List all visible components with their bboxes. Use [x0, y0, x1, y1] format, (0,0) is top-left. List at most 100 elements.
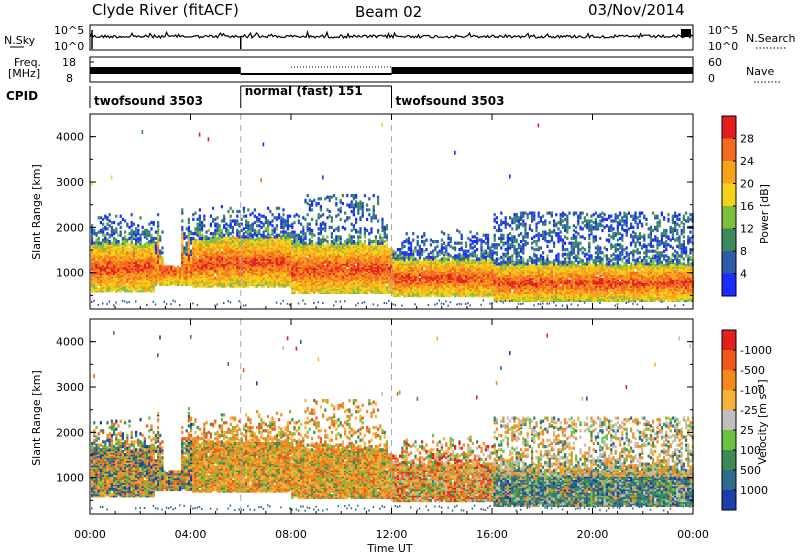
power-pixel	[240, 265, 243, 269]
power-pixel	[286, 236, 289, 241]
power-pixel	[108, 219, 111, 223]
power-pixel	[93, 230, 96, 234]
power-pixel	[346, 241, 349, 245]
power-pixel	[383, 225, 386, 229]
power-pixel	[245, 249, 248, 253]
power-pixel	[344, 254, 347, 258]
power-pixel	[286, 214, 289, 218]
power-pixel	[348, 233, 351, 237]
power-pixel	[302, 265, 305, 269]
power-pixel	[104, 238, 107, 242]
power-pixel	[121, 217, 124, 221]
power-pixel	[157, 213, 160, 217]
power-pixel	[223, 224, 226, 228]
power-pixel	[143, 248, 146, 252]
power-pixel	[187, 238, 190, 242]
power-pixel	[205, 241, 208, 245]
power-pixel	[352, 206, 355, 210]
power-pixel	[383, 240, 386, 244]
power-pixel	[324, 197, 327, 201]
power-pixel	[407, 252, 410, 256]
power-pixel	[152, 243, 155, 247]
power-pixel	[223, 249, 226, 253]
power-pixel	[238, 248, 241, 252]
power-pixel	[289, 260, 292, 264]
power-pixel	[168, 265, 171, 269]
power-pixel	[282, 233, 285, 237]
power-pixel	[108, 224, 111, 228]
power-pixel	[126, 248, 129, 252]
power-pixel	[214, 228, 217, 233]
power-pixel	[154, 248, 157, 252]
power-pixel	[225, 236, 228, 241]
power-pixel	[374, 251, 377, 255]
power-ground	[121, 299, 124, 302]
power-pixel	[203, 241, 206, 245]
power-pixel	[260, 254, 263, 258]
noise-right-tick-top: 10^5	[708, 24, 738, 37]
power-pixel	[196, 238, 199, 242]
power-pixel	[198, 241, 201, 245]
power-pixel	[306, 202, 309, 206]
power-pixel	[207, 281, 210, 285]
power-pixel	[227, 273, 230, 277]
power-pixel	[311, 203, 314, 207]
power-pixel	[128, 248, 131, 252]
power-pixel	[154, 241, 157, 245]
power-pixel	[102, 238, 105, 242]
power-pixel	[300, 267, 303, 271]
power-pixel	[396, 263, 399, 268]
power-ground	[146, 304, 148, 306]
power-pixel	[271, 268, 274, 272]
power-pixel	[377, 219, 380, 223]
power-pixel	[183, 249, 186, 253]
power-pixel	[350, 252, 353, 256]
power-pixel	[97, 241, 100, 245]
power-pixel	[214, 235, 217, 239]
power-pixel	[341, 194, 344, 198]
power-pixel	[302, 225, 305, 229]
power-pixel	[132, 222, 135, 226]
power-pixel	[150, 227, 153, 231]
power-pixel	[350, 209, 353, 214]
power-pixel	[251, 249, 254, 253]
power-pixel	[267, 230, 270, 234]
power-pixel	[372, 278, 375, 282]
power-pixel	[102, 222, 105, 226]
cpid-segment-label: twofsound 3503	[94, 94, 203, 108]
power-pixel	[267, 219, 270, 223]
power-pixel	[91, 227, 94, 231]
power-pixel	[302, 228, 305, 233]
power-pixel	[357, 271, 360, 275]
power-pixel	[405, 275, 408, 279]
power-pixel	[339, 244, 342, 248]
power-pixel	[146, 249, 149, 253]
power-pixel	[192, 232, 195, 236]
power-pixel	[236, 249, 239, 253]
power-speck	[198, 132, 201, 137]
power-pixel	[322, 243, 325, 247]
power-pixel	[209, 249, 212, 253]
power-pixel	[379, 282, 382, 287]
freq-band-1	[90, 67, 241, 74]
power-pixel	[130, 238, 133, 242]
power-pixel	[374, 214, 377, 218]
power-pixel	[163, 265, 166, 269]
power-pixel	[407, 246, 410, 250]
power-pixel	[236, 214, 239, 218]
power-pixel	[157, 246, 160, 250]
power-pixel	[258, 228, 261, 233]
power-pixel	[317, 213, 320, 217]
power-pixel	[229, 278, 232, 282]
power-pixel	[218, 238, 221, 242]
power-pixel	[212, 260, 215, 264]
power-pixel	[350, 203, 353, 207]
power-pixel	[234, 248, 237, 252]
power-pixel	[357, 208, 360, 212]
power-pixel	[401, 251, 404, 255]
power-pixel	[141, 225, 144, 229]
power-pixel	[190, 267, 193, 271]
power-pixel	[231, 235, 234, 239]
power-pixel	[154, 268, 157, 272]
